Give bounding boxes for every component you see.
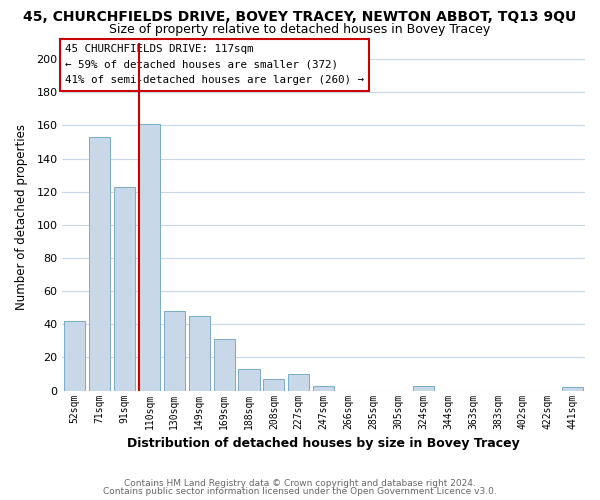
Y-axis label: Number of detached properties: Number of detached properties bbox=[15, 124, 28, 310]
Text: Contains HM Land Registry data © Crown copyright and database right 2024.: Contains HM Land Registry data © Crown c… bbox=[124, 478, 476, 488]
Bar bbox=[413, 386, 434, 390]
Bar bbox=[64, 321, 85, 390]
Bar bbox=[188, 316, 210, 390]
Text: 45, CHURCHFIELDS DRIVE, BOVEY TRACEY, NEWTON ABBOT, TQ13 9QU: 45, CHURCHFIELDS DRIVE, BOVEY TRACEY, NE… bbox=[23, 10, 577, 24]
Bar bbox=[238, 369, 260, 390]
Bar bbox=[139, 124, 160, 390]
Bar bbox=[89, 137, 110, 390]
Text: Size of property relative to detached houses in Bovey Tracey: Size of property relative to detached ho… bbox=[109, 22, 491, 36]
Bar bbox=[313, 386, 334, 390]
Bar bbox=[562, 388, 583, 390]
Bar bbox=[214, 339, 235, 390]
Bar bbox=[288, 374, 310, 390]
X-axis label: Distribution of detached houses by size in Bovey Tracey: Distribution of detached houses by size … bbox=[127, 437, 520, 450]
Bar bbox=[263, 379, 284, 390]
Text: Contains public sector information licensed under the Open Government Licence v3: Contains public sector information licen… bbox=[103, 487, 497, 496]
Bar bbox=[164, 311, 185, 390]
Bar bbox=[114, 186, 135, 390]
Text: 45 CHURCHFIELDS DRIVE: 117sqm
← 59% of detached houses are smaller (372)
41% of : 45 CHURCHFIELDS DRIVE: 117sqm ← 59% of d… bbox=[65, 44, 364, 86]
